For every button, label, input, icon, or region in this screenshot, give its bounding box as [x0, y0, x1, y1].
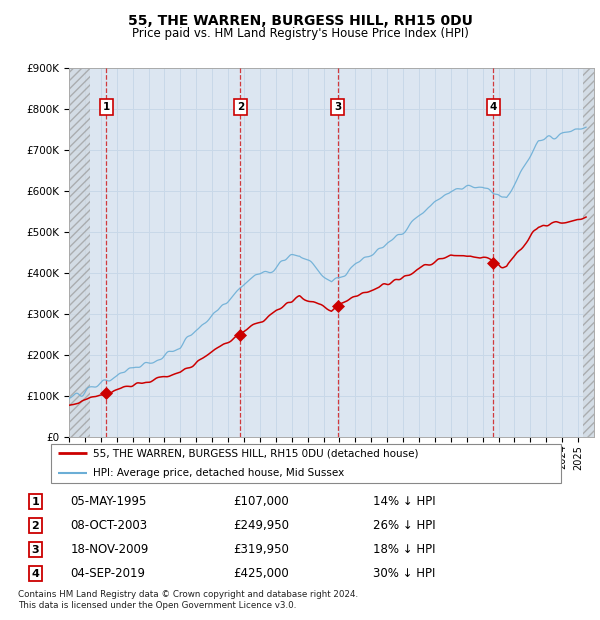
Text: 1: 1	[103, 102, 110, 112]
Bar	[69, 68, 89, 437]
Text: 05-MAY-1995: 05-MAY-1995	[70, 495, 146, 508]
Text: Contains HM Land Registry data © Crown copyright and database right 2024.: Contains HM Land Registry data © Crown c…	[18, 590, 358, 600]
Text: 3: 3	[31, 545, 39, 555]
Text: 18% ↓ HPI: 18% ↓ HPI	[373, 543, 436, 556]
Text: 08-OCT-2003: 08-OCT-2003	[70, 520, 148, 533]
Text: 3: 3	[334, 102, 341, 112]
Text: 04-SEP-2019: 04-SEP-2019	[70, 567, 145, 580]
Bar	[583, 68, 599, 437]
Text: 30% ↓ HPI: 30% ↓ HPI	[373, 567, 435, 580]
Text: 4: 4	[490, 102, 497, 112]
Text: £319,950: £319,950	[233, 543, 289, 556]
Text: 1: 1	[31, 497, 39, 507]
Text: 26% ↓ HPI: 26% ↓ HPI	[373, 520, 436, 533]
Text: £425,000: £425,000	[233, 567, 289, 580]
FancyBboxPatch shape	[50, 443, 562, 482]
Text: Price paid vs. HM Land Registry's House Price Index (HPI): Price paid vs. HM Land Registry's House …	[131, 27, 469, 40]
Text: 2: 2	[237, 102, 244, 112]
Text: 55, THE WARREN, BURGESS HILL, RH15 0DU (detached house): 55, THE WARREN, BURGESS HILL, RH15 0DU (…	[94, 448, 419, 458]
Text: 18-NOV-2009: 18-NOV-2009	[70, 543, 149, 556]
Text: £107,000: £107,000	[233, 495, 289, 508]
Text: 2: 2	[31, 521, 39, 531]
Text: 14% ↓ HPI: 14% ↓ HPI	[373, 495, 436, 508]
Text: HPI: Average price, detached house, Mid Sussex: HPI: Average price, detached house, Mid …	[94, 468, 344, 478]
Text: 55, THE WARREN, BURGESS HILL, RH15 0DU: 55, THE WARREN, BURGESS HILL, RH15 0DU	[128, 14, 472, 29]
Text: This data is licensed under the Open Government Licence v3.0.: This data is licensed under the Open Gov…	[18, 601, 296, 611]
Text: 4: 4	[31, 569, 39, 579]
Text: £249,950: £249,950	[233, 520, 289, 533]
